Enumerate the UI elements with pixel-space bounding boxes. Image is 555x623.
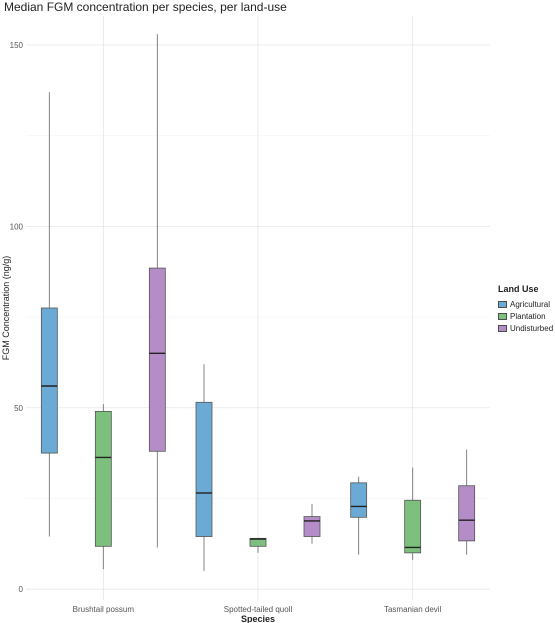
y-tick-label-0: 0 <box>19 585 24 594</box>
legend-key-undisturbed <box>498 324 507 332</box>
legend-label-undisturbed: Undisturbed <box>510 323 554 333</box>
y-axis-title: FGM Concentration (ng/g) <box>1 256 11 361</box>
box-plantation-spotted-tailed-quoll <box>249 537 267 547</box>
x-tick-label-tasmanian-devil: Tasmanian devil <box>384 605 442 614</box>
box-plantation-brushtail-possum <box>94 410 112 547</box>
legend-item-plantation: Plantation <box>498 310 553 322</box>
legend: Land Use Agricultural Plantation Undistu… <box>498 284 553 334</box>
legend-item-agricultural: Agricultural <box>498 298 553 310</box>
legend-title: Land Use <box>498 284 539 294</box>
chart-title: Median FGM concentration per species, pe… <box>4 0 287 14</box>
y-tick-label-100: 100 <box>10 222 24 231</box>
x-tick-label-brushtail-possum: Brushtail possum <box>73 605 135 614</box>
y-tick-label-150: 150 <box>10 41 24 50</box>
legend-label-plantation: Plantation <box>510 311 546 321</box>
legend-item-undisturbed: Undisturbed <box>498 322 553 334</box>
box-plantation-tasmanian-devil <box>404 499 422 554</box>
box-agricultural-brushtail-possum <box>40 307 58 454</box>
x-axis-title: Species <box>241 614 275 623</box>
box-undisturbed-spotted-tailed-quoll <box>303 516 321 537</box>
legend-label-agricultural: Agricultural <box>510 299 551 309</box>
x-tick-label-spotted-tailed-quoll: Spotted-tailed quoll <box>224 605 293 614</box>
box-undisturbed-tasmanian-devil <box>458 485 476 542</box>
box-agricultural-spotted-tailed-quoll <box>195 401 213 537</box>
legend-key-plantation <box>498 312 507 320</box>
box-undisturbed-brushtail-possum <box>148 267 166 452</box>
y-tick-label-50: 50 <box>14 404 23 413</box>
box-agricultural-tasmanian-devil <box>350 482 368 518</box>
legend-key-agricultural <box>498 300 507 308</box>
